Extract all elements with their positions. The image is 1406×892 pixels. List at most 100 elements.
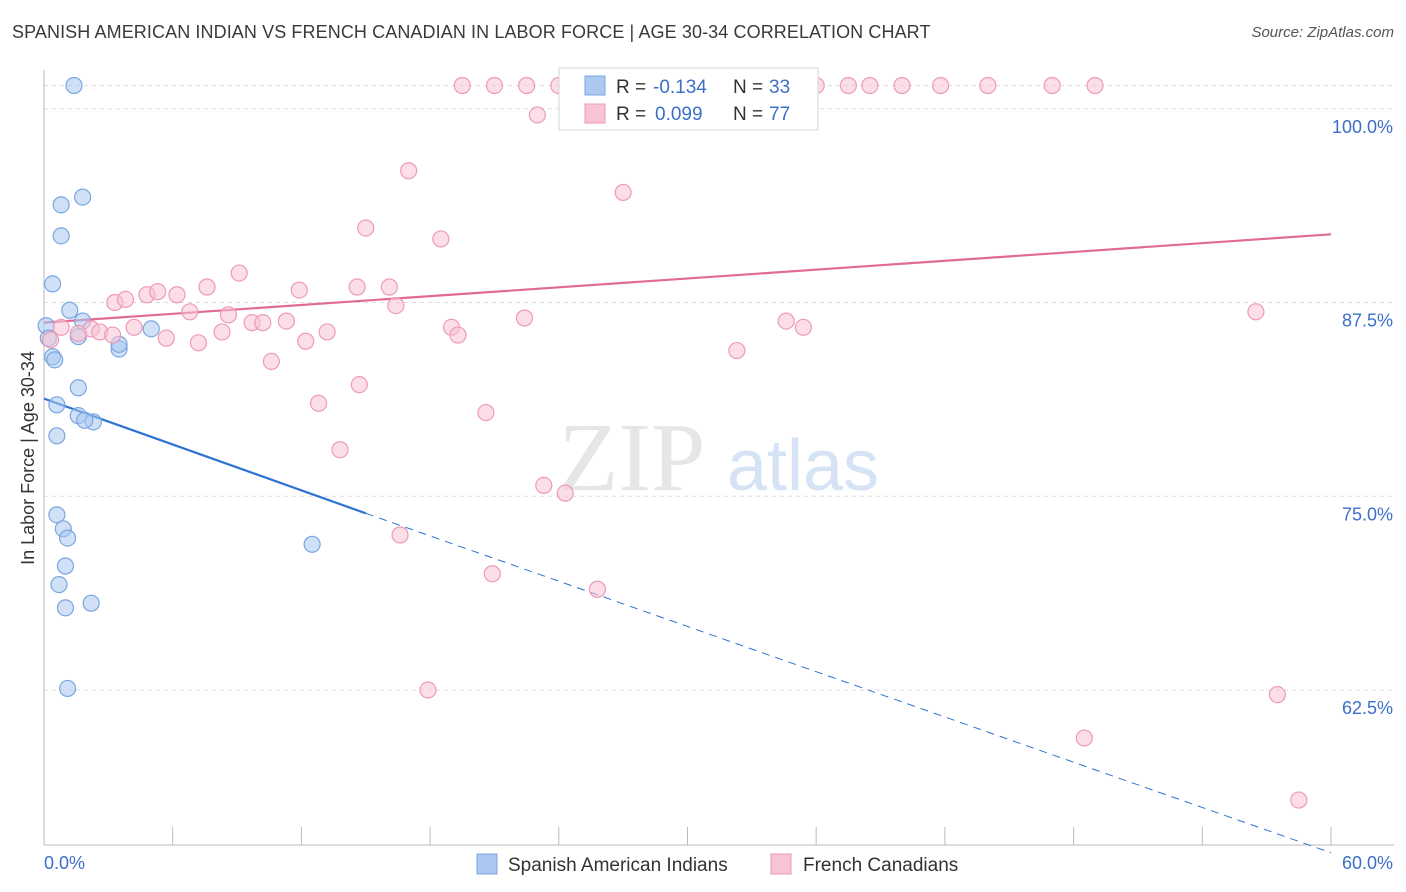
point-french-46 <box>449 326 467 344</box>
point-french-56 <box>350 376 368 394</box>
point-french-24 <box>149 283 167 301</box>
y-tick-label-0: 100.0% <box>1332 117 1393 137</box>
point-spanish-27 <box>82 594 100 612</box>
watermark-zip: ZIP <box>559 404 706 512</box>
point-spanish-29 <box>58 679 77 698</box>
point-spanish-15 <box>69 379 87 397</box>
point-french-49 <box>794 318 812 336</box>
point-spanish-9 <box>142 320 160 338</box>
point-french-27 <box>116 290 135 308</box>
point-french-10 <box>861 76 879 95</box>
point-spanish-26 <box>56 599 75 617</box>
point-french-68 <box>1075 729 1093 747</box>
point-french-32 <box>181 303 199 321</box>
point-french-50 <box>52 318 70 336</box>
point-spanish-21 <box>48 506 66 524</box>
series-legend-label-spanish: Spanish American Indians <box>508 855 728 876</box>
legend-r-label-2: R = <box>616 104 646 125</box>
point-french-29 <box>348 278 366 296</box>
point-spanish-5 <box>61 301 79 319</box>
point-french-17 <box>400 162 418 180</box>
point-french-69 <box>1290 791 1308 809</box>
watermark: ZIP atlas <box>559 404 880 512</box>
y-axis-label-group: In Labor Force | Age 30-34 <box>18 351 38 565</box>
point-french-2 <box>518 76 536 95</box>
point-spanish-2 <box>52 196 70 214</box>
point-french-53 <box>297 332 315 350</box>
point-spanish-3 <box>52 227 70 245</box>
point-french-35 <box>254 314 272 332</box>
point-french-31 <box>387 297 405 315</box>
point-french-0 <box>453 76 471 95</box>
point-spanish-20 <box>48 427 66 445</box>
y-axis-label: In Labor Force | Age 30-34 <box>18 351 38 565</box>
point-french-52 <box>189 334 208 352</box>
point-french-58 <box>477 403 495 422</box>
point-spanish-28 <box>303 535 321 553</box>
y-tick-label-2: 75.0% <box>1342 504 1393 524</box>
point-french-28 <box>290 281 308 299</box>
point-french-48 <box>777 312 795 330</box>
x-tick-label-min: 0.0% <box>44 853 85 873</box>
legend-r-value-2: 0.099 <box>655 104 703 125</box>
stats-legend: R = -0.134 N = 33 R = 0.099 N = 77 <box>558 67 819 131</box>
point-french-21 <box>230 264 248 282</box>
series-legend-swatch-spanish <box>476 853 498 875</box>
y-tick-label-3: 62.5% <box>1342 698 1393 718</box>
point-french-42 <box>157 329 175 347</box>
point-french-22 <box>198 278 216 296</box>
point-french-57 <box>309 394 328 412</box>
point-french-59 <box>331 441 349 459</box>
point-french-9 <box>839 76 857 95</box>
point-spanish-19 <box>76 411 94 429</box>
point-french-63 <box>483 565 501 583</box>
point-spanish-24 <box>56 557 75 575</box>
grid-lines <box>44 85 1394 691</box>
trend-line-spanish-extrapolated <box>365 512 1332 854</box>
point-french-12 <box>932 76 950 95</box>
legend-n-value-2: 77 <box>769 104 790 125</box>
point-french-18 <box>614 183 632 202</box>
point-french-40 <box>69 324 87 343</box>
x-tick-label-max: 60.0% <box>1342 853 1393 873</box>
y-tick-label-1: 87.5% <box>1342 311 1393 331</box>
trend-lines <box>43 233 1332 854</box>
series-legend: Spanish American Indians French Canadian… <box>476 853 958 876</box>
point-french-11 <box>893 76 911 95</box>
point-french-19 <box>357 219 375 237</box>
point-french-67 <box>1268 686 1286 704</box>
point-french-44 <box>318 323 336 341</box>
watermark-atlas: atlas <box>727 426 879 506</box>
point-french-14 <box>1043 76 1061 95</box>
point-french-60 <box>535 476 553 494</box>
point-french-41 <box>104 326 122 344</box>
point-french-15 <box>1086 76 1104 95</box>
point-french-61 <box>556 484 574 502</box>
legend-n-value-1: 33 <box>769 77 790 98</box>
point-spanish-16 <box>48 396 66 414</box>
point-french-36 <box>277 312 295 330</box>
axes: 100.0% 87.5% 75.0% 62.5% 0.0% 60.0% <box>43 70 1394 873</box>
source-label: Source: ZipAtlas.com <box>1251 24 1394 41</box>
point-french-25 <box>168 286 186 304</box>
trend-line-french <box>43 233 1332 324</box>
legend-r-value-1: -0.134 <box>653 77 707 98</box>
point-spanish-0 <box>65 76 83 95</box>
legend-swatch-french <box>584 103 606 124</box>
point-french-55 <box>262 352 280 370</box>
legend-swatch-spanish <box>584 75 606 96</box>
point-french-37 <box>125 318 143 336</box>
chart-title: SPANISH AMERICAN INDIAN VS FRENCH CANADI… <box>12 22 931 42</box>
point-french-1 <box>485 76 504 95</box>
point-french-65 <box>419 681 437 699</box>
point-french-33 <box>219 306 238 324</box>
point-french-30 <box>380 278 398 296</box>
point-spanish-1 <box>74 188 92 206</box>
point-spanish-4 <box>43 275 62 293</box>
legend-r-label-1: R = <box>616 77 646 98</box>
point-french-20 <box>432 230 450 248</box>
point-spanish-23 <box>58 529 77 547</box>
point-french-47 <box>515 309 534 327</box>
point-spanish-14 <box>46 351 64 369</box>
